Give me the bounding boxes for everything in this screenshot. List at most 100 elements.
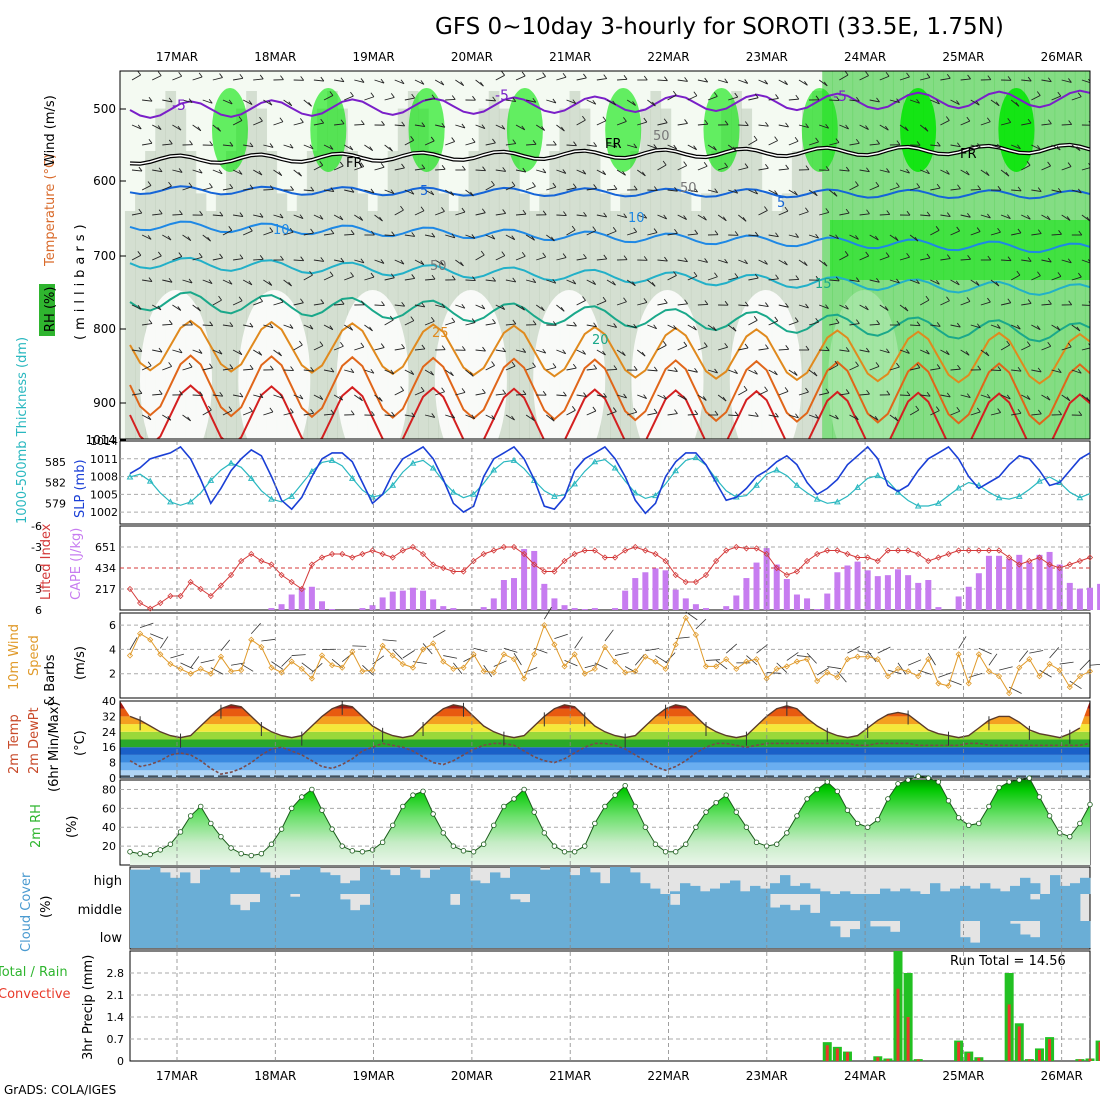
wind-barb-flag [370, 188, 375, 194]
wind-barb [505, 143, 516, 146]
slp-tick: 1002 [90, 506, 118, 519]
lifted-index-marker [1026, 557, 1033, 565]
wind-barb-flag [956, 406, 961, 412]
wind-barb-flag [461, 388, 466, 393]
precip-tick: 1.4 [107, 1011, 125, 1024]
wind-barb [586, 187, 597, 191]
wind-barb [202, 367, 213, 371]
wind-barb [596, 300, 607, 306]
cloud-cell [760, 888, 771, 894]
cloud-cell [870, 894, 881, 921]
wind-barb [606, 411, 617, 416]
wind-barb [950, 99, 960, 105]
lifted-index-marker [723, 547, 730, 554]
wind-barb-flag [369, 326, 373, 332]
wind-barb-flag [177, 125, 182, 131]
wind-barb [596, 258, 607, 261]
cloud-cell [140, 921, 151, 948]
wind-barb-flag [856, 96, 860, 102]
cloud-cell [730, 894, 741, 921]
thickness-marker [672, 467, 680, 474]
thickness-marker [187, 498, 194, 505]
cloud-cell [910, 891, 921, 894]
wind-barb-flag [310, 228, 314, 234]
wind-barb-flag [148, 138, 153, 144]
wind-barb [1051, 275, 1062, 281]
wind-barb-flag [734, 188, 739, 194]
wind-barb-flag [359, 396, 363, 402]
thickness-label: 1000-500mb Thickness (dm) [15, 337, 30, 524]
rh-tick: 80 [102, 783, 116, 796]
cloud-cell [410, 894, 421, 921]
top-date-label: 18MAR [254, 50, 296, 64]
wind-barb-flag [582, 115, 586, 121]
wind-barb [606, 369, 617, 371]
cloud-cell [800, 883, 811, 894]
wind-barb-flag [420, 260, 425, 265]
wind-barb-flag [330, 367, 335, 373]
wind-barb [556, 169, 566, 174]
wind-barb-flag [632, 101, 636, 106]
cloud-cell [650, 921, 661, 948]
cloud-cell [130, 894, 141, 921]
cloud-cell [590, 921, 601, 948]
cloud-cell [170, 894, 181, 921]
wind-barb-flag [623, 75, 628, 80]
wind10-barb [150, 633, 164, 640]
wind-barb [384, 234, 395, 237]
wind-barb-flag [765, 344, 769, 349]
cloud-cell [720, 883, 731, 894]
wind-barb-flag [906, 168, 910, 174]
wind-barb-flag [1068, 120, 1073, 125]
wind-barb-flag [834, 360, 839, 366]
wind-barb-flag [583, 211, 587, 217]
wind-barb [455, 391, 466, 396]
temp-color-band [120, 731, 1090, 740]
cloud-cell [980, 883, 991, 894]
rh-fill-column [478, 108, 490, 439]
wind-barb [940, 394, 951, 398]
cloud-cell [980, 921, 991, 948]
wind10-barb [301, 662, 314, 672]
wind-barb-flag [865, 251, 870, 257]
wind-barb-flag [208, 98, 213, 104]
wind-barb-flag [825, 388, 830, 394]
lifted-index-marker [126, 585, 134, 593]
rh-fill-column [721, 108, 732, 439]
cape-bar [612, 608, 619, 610]
wind-barb-flag [916, 98, 920, 104]
lifted-index-marker [844, 550, 851, 558]
wind10-barb [847, 646, 860, 654]
wind-barb-flag [229, 322, 234, 327]
rh-fill-column [519, 193, 530, 439]
rh2m-marker [875, 816, 881, 823]
wind-barb [910, 367, 920, 371]
cloud-cell [960, 885, 971, 894]
top-date-axis: 17MAR 18MAR 19MAR 20MAR 21MAR 22MAR 23MAR 24MAR… [156, 50, 1083, 64]
wind-barb [829, 234, 839, 240]
cloud-cell [750, 885, 761, 894]
rh2m-marker [561, 849, 568, 855]
cloud-cell [380, 869, 391, 894]
rh2m-marker [531, 809, 537, 815]
wind-speed-marker [510, 656, 518, 663]
rh-fill-column [205, 211, 217, 439]
wind-barb [950, 279, 960, 286]
wind-barb [637, 121, 647, 126]
cloud-cell [320, 872, 331, 894]
wind-barb [192, 349, 203, 354]
wind-barb [758, 79, 768, 85]
wind-barb [515, 75, 526, 81]
wind-barb-flag [784, 387, 789, 392]
wind-speed-marker [682, 614, 689, 621]
wind-barb-flag [724, 78, 729, 84]
cloud-cell [760, 921, 771, 948]
wind10-barb [837, 671, 847, 683]
wind-barb [990, 144, 1001, 149]
wind-barb [667, 144, 677, 150]
wind10-barb [786, 652, 799, 661]
rh-fill-column [428, 151, 439, 439]
wind-barb [404, 139, 414, 146]
wind-barb-flag [674, 186, 678, 192]
wind-barb-flag [340, 77, 345, 83]
